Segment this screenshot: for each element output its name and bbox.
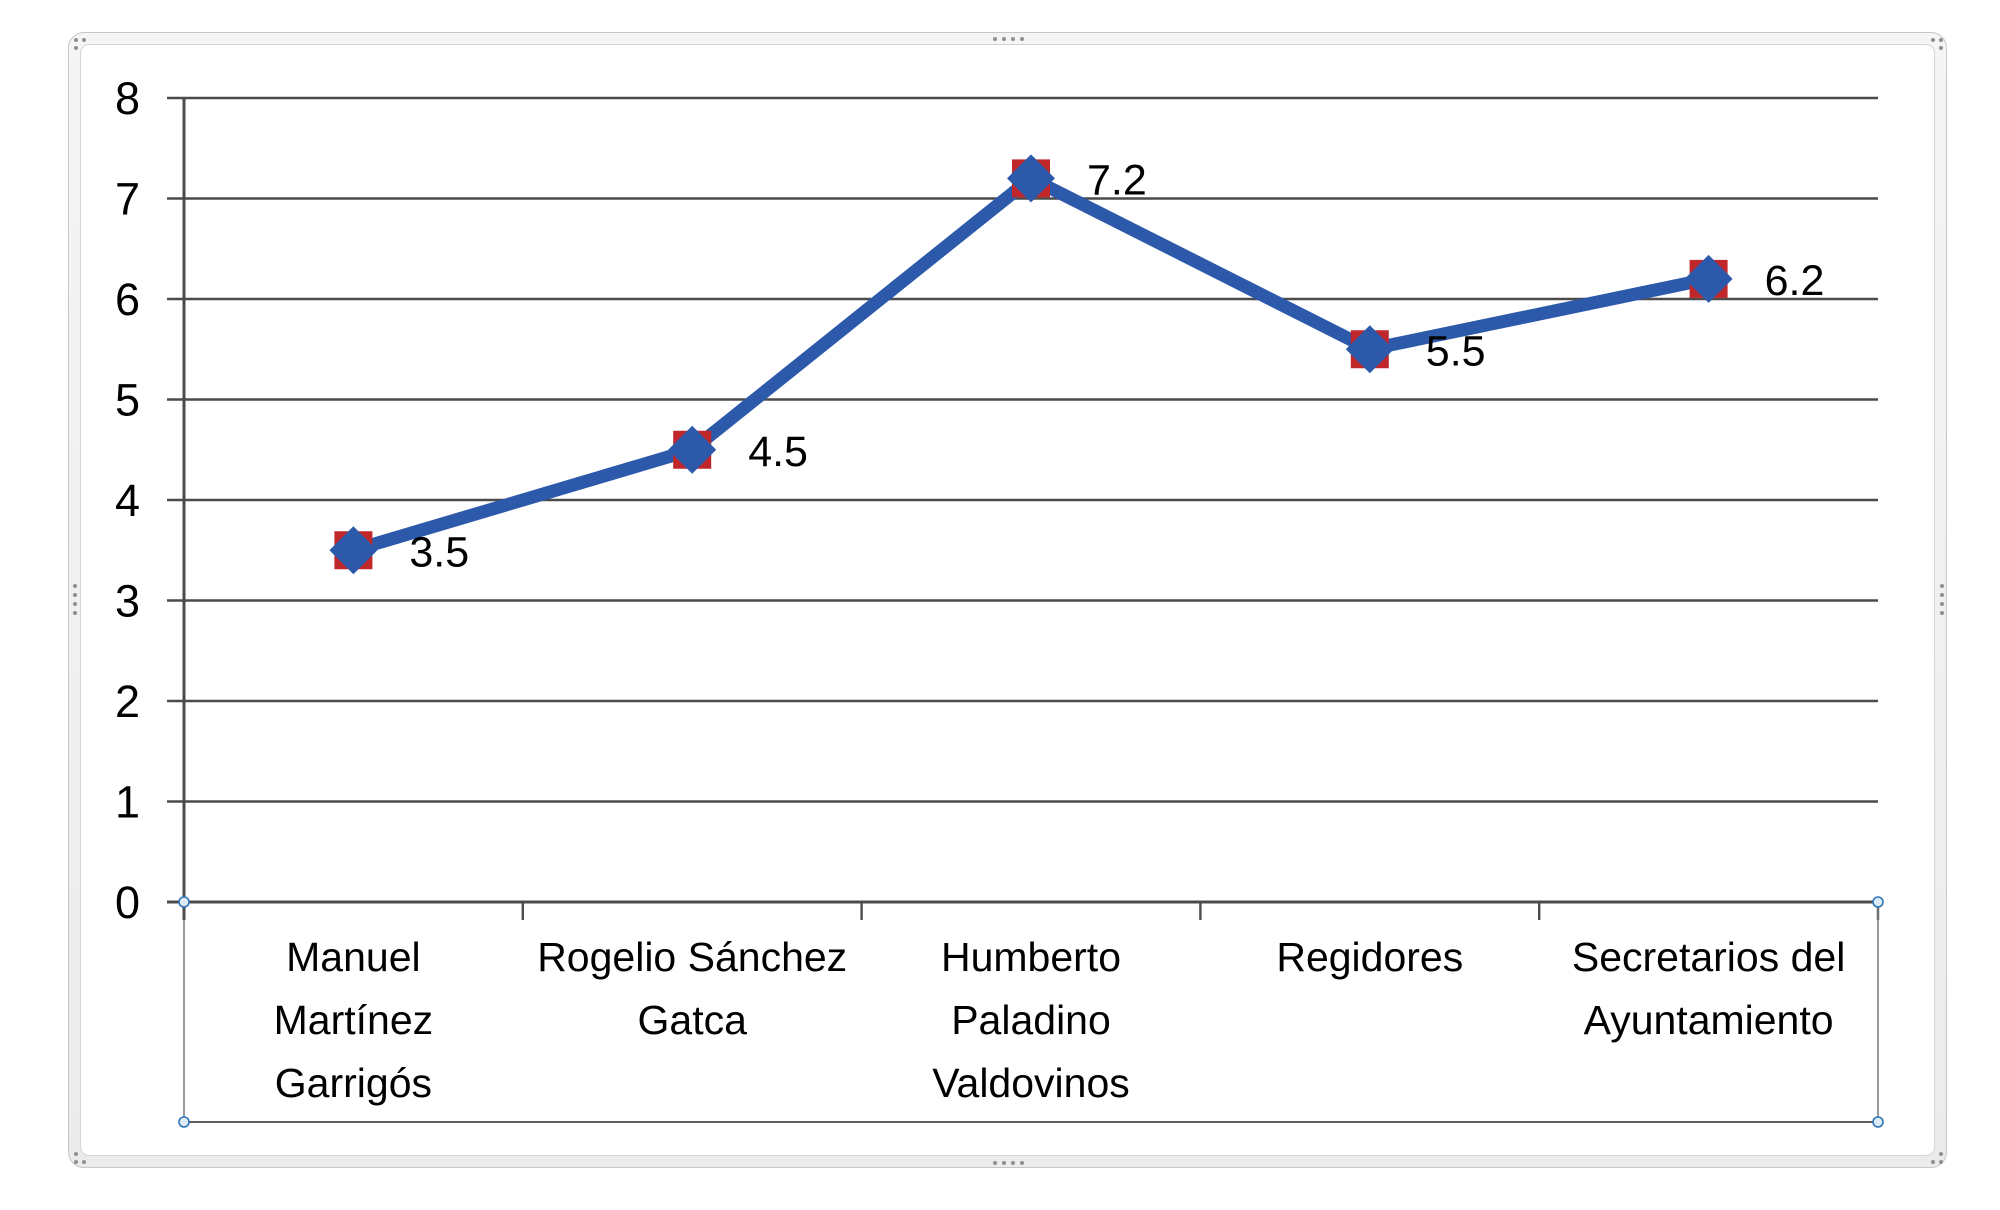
data-label[interactable]: 7.2: [1087, 156, 1147, 204]
data-label[interactable]: 6.2: [1765, 257, 1825, 305]
y-axis-tick-label[interactable]: 1: [115, 777, 140, 828]
x-axis-category-label-line: Secretarios del: [1571, 934, 1846, 980]
x-axis-category-label[interactable]: Secretarios del Ayuntamiento: [1539, 926, 1878, 1052]
data-label[interactable]: 4.5: [748, 428, 808, 476]
data-point-marker-diamond[interactable]: [329, 526, 378, 575]
x-axis-category-label-line: Garrigós: [274, 1060, 432, 1106]
x-axis-category-label[interactable]: Regidores: [1200, 926, 1539, 989]
x-axis-category-label-line: Gatca: [637, 997, 747, 1043]
series-line[interactable]: [351, 170, 1710, 557]
y-axis-tick-label[interactable]: 4: [115, 475, 140, 526]
x-axis-category-label-line: Martínez: [273, 997, 434, 1043]
resize-grip-bottom-right-icon[interactable]: [1939, 1160, 1943, 1164]
y-axis-tick-label[interactable]: 0: [115, 877, 140, 928]
x-axis-category-label-line: Paladino: [951, 997, 1111, 1043]
selection-handle[interactable]: [178, 896, 190, 908]
selection-handle[interactable]: [1872, 1116, 1884, 1128]
resize-grip-right-icon[interactable]: [1940, 584, 1944, 588]
selection-handle[interactable]: [1872, 896, 1884, 908]
y-axis-tick-label[interactable]: 6: [115, 274, 140, 325]
x-axis-category-label-line: Humberto: [940, 934, 1121, 980]
resize-grip-bottom-icon[interactable]: [993, 1161, 997, 1165]
data-point-marker-diamond[interactable]: [1684, 254, 1733, 303]
resize-grip-top-left-icon[interactable]: [74, 38, 78, 42]
x-axis-category-label[interactable]: Manuel Martínez Garrigós: [184, 926, 523, 1115]
data-point-marker-diamond[interactable]: [1007, 154, 1055, 203]
x-axis-category-label-line: Ayuntamiento: [1583, 997, 1834, 1043]
data-label[interactable]: 3.5: [409, 528, 469, 576]
x-axis-category-label-line: Manuel: [286, 934, 421, 980]
data-point-marker-diamond[interactable]: [668, 425, 717, 474]
data-label[interactable]: 5.5: [1426, 327, 1486, 375]
data-point-marker-diamond[interactable]: [1345, 325, 1394, 374]
x-axis-category-label-line: Valdovinos: [932, 1060, 1130, 1106]
resize-grip-bottom-left-icon[interactable]: [74, 1160, 78, 1164]
y-axis-tick-label[interactable]: 7: [115, 174, 140, 225]
resize-grip-top-icon[interactable]: [993, 37, 997, 41]
x-axis-category-label[interactable]: Humberto Paladino Valdovinos: [862, 926, 1201, 1115]
resize-grip-top-right-icon[interactable]: [1939, 38, 1943, 42]
y-axis-tick-label[interactable]: 3: [115, 576, 140, 627]
x-axis-category-label[interactable]: Rogelio Sánchez Gatca: [523, 926, 862, 1052]
x-axis-category-label-line: Regidores: [1276, 934, 1464, 980]
y-axis-tick-label[interactable]: 8: [115, 73, 140, 124]
resize-grip-left-icon[interactable]: [73, 584, 77, 588]
x-axis-category-label-line: Rogelio Sánchez: [537, 934, 848, 980]
y-axis-tick-label[interactable]: 5: [115, 375, 140, 426]
y-axis-tick-label[interactable]: 2: [115, 676, 140, 727]
selection-handle[interactable]: [178, 1116, 190, 1128]
